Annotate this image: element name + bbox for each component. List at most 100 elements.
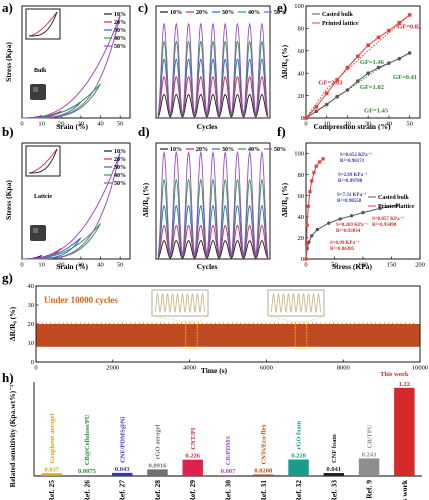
b-inset-frame xyxy=(25,145,61,177)
b-xtick-label: 30 xyxy=(78,262,85,269)
f-point-printed-lattice xyxy=(306,204,310,208)
h-category-label: Ref. 29 xyxy=(188,480,197,500)
f-sensitivity-annotation: S=0.652 KPa⁻¹ xyxy=(340,152,372,158)
g-zoom-connector xyxy=(197,315,209,323)
b-sample-icon-highlight xyxy=(33,228,38,233)
panel-label-h: h) xyxy=(2,370,14,385)
h-category-label: Ref. 33 xyxy=(329,480,338,500)
a-legend-entry-s30: 30% xyxy=(114,28,126,34)
b-xlabel: Srain (%) xyxy=(56,262,88,271)
f-legend-entry: Printed lattice xyxy=(378,204,415,210)
f-point-printed-lattice xyxy=(314,164,318,168)
f-point-casted-bulk xyxy=(327,221,331,225)
g-ytick-label: 40 xyxy=(28,283,35,290)
f-point-casted-bulk xyxy=(338,217,342,221)
e-point-casted-bulk xyxy=(356,79,360,83)
a-xtick-label: 20 xyxy=(58,121,65,128)
d-cycle-curve-s40 xyxy=(157,178,269,257)
f-xtick-label: 100 xyxy=(358,262,368,269)
g-ylabel: ΔR/R₀ (%) xyxy=(8,306,17,341)
f-point-printed-lattice xyxy=(318,160,322,164)
e-line-printed-lattice xyxy=(305,14,410,119)
e-gf-annotation: GF=2.63 xyxy=(318,79,343,86)
e-xtick-label: 10 xyxy=(323,121,330,128)
h-bar-text: CNT/PI xyxy=(190,427,197,450)
h-category-label: This work xyxy=(400,479,409,500)
a-inset-frame xyxy=(25,8,61,40)
e-ylabel: ΔR/R₀ (%) xyxy=(280,44,289,79)
a-plot-frame xyxy=(21,5,131,119)
a-legend-entry-s40: 40% xyxy=(114,36,126,42)
e-ytick-label: 80 xyxy=(298,26,305,33)
h-ylabel: Related sensitivity (Kpa.wt%)⁻¹ xyxy=(8,385,17,488)
h-category-label: Ref. 9 xyxy=(365,480,374,499)
f-line-printed-lattice xyxy=(305,158,324,260)
b-plot-frame xyxy=(21,142,131,260)
g-zoom-window xyxy=(185,321,198,350)
e-ytick-label: 100 xyxy=(294,3,304,10)
f-sensitivity-annotation: S=2.69 KPa⁻¹ xyxy=(338,172,368,178)
a-inset-curve-unload xyxy=(29,11,58,37)
f-point-casted-bulk xyxy=(378,206,382,211)
d-legend-entry-s30: 30% xyxy=(222,147,234,153)
f-point-casted-bulk xyxy=(315,227,320,232)
h-bar xyxy=(41,473,62,476)
e-point-casted-bulk xyxy=(376,65,381,70)
h-value-label: 0.243 xyxy=(362,451,377,458)
g-xtick-label: 4000 xyxy=(183,365,196,372)
g-xtick-label: 8000 xyxy=(337,365,350,372)
g-zoom-inset-curve xyxy=(270,292,322,314)
c-cycle-curve-s30 xyxy=(157,58,269,117)
h-bar-text: CB/PDMS xyxy=(225,436,232,466)
b-xtick-label: 0 xyxy=(20,262,23,269)
e-xlabel: Compression strain (%) xyxy=(314,122,391,131)
f-xtick-label: 0 xyxy=(304,262,307,269)
g-zoom-inset-curve xyxy=(154,292,206,314)
c-xlabel: Cycles xyxy=(197,122,218,131)
b-legend-entry-s40: 40% xyxy=(114,173,126,179)
h-bar xyxy=(394,387,415,476)
e-gf-annotation: GF=1.45 xyxy=(364,107,389,114)
b-curve-s50 xyxy=(22,152,121,260)
d-legend-entry-s10: 10% xyxy=(170,147,182,153)
h-value-label: 0.0208 xyxy=(254,467,273,474)
a-legend-entry-s20: 20% xyxy=(114,20,126,26)
a-legend-entry-s50: 50% xyxy=(114,44,126,50)
f-point-printed-lattice xyxy=(321,157,325,161)
e-xtick-label: 40 xyxy=(386,121,393,128)
c-cycle-curve-s10 xyxy=(157,93,269,118)
b-xtick-label: 40 xyxy=(97,262,104,269)
f-sensitivity-annotation: S=0.269 KPa⁻¹ xyxy=(336,222,368,228)
f-sensitivity-annotation: S=0.99 KPa⁻¹ xyxy=(330,240,360,246)
h-category-label: Ref. 28 xyxy=(153,480,162,500)
g-ytick-label: 0 xyxy=(31,359,34,366)
a-inset-curve-load xyxy=(28,11,58,37)
e-point-casted-bulk xyxy=(314,109,319,114)
a-xtick-label: 30 xyxy=(78,121,85,128)
e-legend-entry: Casted bulk xyxy=(322,12,354,18)
f-xtick-label: 50 xyxy=(331,262,338,269)
e-point-printed-lattice xyxy=(304,116,308,120)
h-bar xyxy=(323,473,345,476)
f-ytick-label: 40 xyxy=(298,214,305,221)
f-xlabel: Stress (KPa) xyxy=(332,262,373,271)
h-bar-text: CB/TPU xyxy=(366,424,373,448)
f-point-printed-lattice xyxy=(304,257,308,261)
e-point-printed-lattice xyxy=(314,105,319,109)
h-bar xyxy=(358,458,380,476)
e-point-printed-lattice xyxy=(376,35,381,40)
d-legend-entry-s50: 50% xyxy=(274,147,286,153)
h-category-label: Ref. 26 xyxy=(82,480,91,500)
b-xtick-label: 20 xyxy=(58,262,65,269)
c-legend-entry-s10: 10% xyxy=(170,10,182,16)
g-ytick-label: 10 xyxy=(28,340,35,347)
h-bar xyxy=(288,459,309,476)
b-xtick-label: 50 xyxy=(117,262,124,269)
a-xtick-label: 40 xyxy=(97,121,104,128)
e-gf-annotation: GF=1.46 xyxy=(360,59,385,66)
f-sensitivity-annotation: S=7.31 KPa⁻¹ xyxy=(337,192,367,198)
h-bar-text: CNTs/Eco-flex xyxy=(260,424,267,465)
e-point-casted-bulk xyxy=(387,61,391,65)
h-bar-text: CNF/PDMS@Ni xyxy=(119,417,126,463)
f-xtick-label: 200 xyxy=(415,262,425,269)
